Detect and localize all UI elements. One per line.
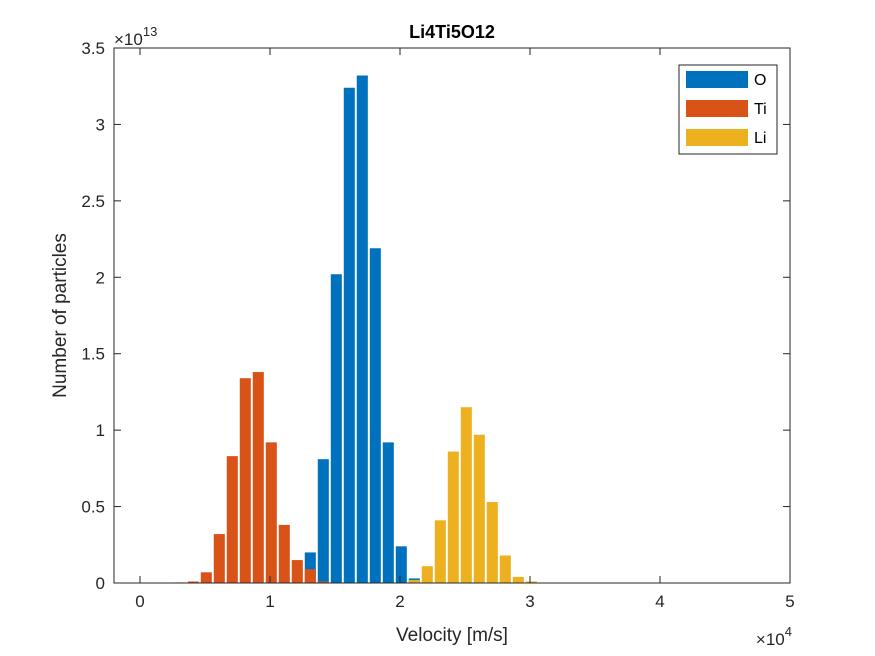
legend-label-li: Li <box>754 130 766 147</box>
bar-ti-3 <box>213 534 225 583</box>
legend-swatch-li <box>686 129 748 146</box>
y-axis-label: Number of particles <box>50 233 71 398</box>
x-exponent-base: ×10 <box>756 630 785 649</box>
legend: O Ti Li <box>678 64 778 155</box>
y-axis-exponent: ×1013 <box>114 24 157 49</box>
bar-ti-9 <box>291 560 303 583</box>
plot-area-frame <box>113 47 791 584</box>
x-tick-label: 2 <box>395 592 404 611</box>
y-tick-label: 3.5 <box>81 39 105 58</box>
bar-o-1 <box>317 459 329 583</box>
bar-li-3 <box>447 451 459 583</box>
y-tick-label: 1.5 <box>81 345 105 364</box>
chart-title: Li4Ti5O12 <box>409 22 495 42</box>
x-tick-label: 1 <box>265 592 274 611</box>
x-tick-label: 0 <box>135 592 144 611</box>
legend-label-ti: Ti <box>754 101 767 118</box>
bar-ti-5 <box>239 378 251 583</box>
bar-li-6 <box>486 501 498 583</box>
x-tick-label: 4 <box>655 592 664 611</box>
y-tick-label: 2.5 <box>81 192 105 211</box>
axis-ticks: 0 1 2 3 4 5 0 0.5 1 1.5 2 2.5 3 3.5 <box>81 39 794 611</box>
bar-ti-4 <box>226 456 238 583</box>
bar-li-5 <box>473 434 485 583</box>
bars-layer <box>174 75 537 583</box>
legend-label-o: O <box>754 72 766 89</box>
bar-li-1 <box>421 566 433 583</box>
bar-ti-6 <box>252 372 264 583</box>
bar-ti-2 <box>200 572 212 583</box>
bar-ti-11 <box>317 581 329 583</box>
x-tick-label: 3 <box>525 592 534 611</box>
bar-o-6 <box>382 442 394 583</box>
y-tick-label: 3 <box>96 115 105 134</box>
bar-li-2 <box>434 520 446 583</box>
bar-ti-10 <box>304 569 316 583</box>
bar-o-5 <box>369 248 381 583</box>
bar-o-2 <box>330 274 342 583</box>
bar-ti-7 <box>265 442 277 583</box>
legend-swatch-ti <box>686 100 748 117</box>
y-tick-label: 0 <box>96 574 105 593</box>
bar-li-9 <box>525 581 537 583</box>
bar-o-0 <box>304 552 316 583</box>
y-exponent-base: ×10 <box>114 30 143 49</box>
y-exponent-power: 13 <box>143 24 157 39</box>
bar-li-8 <box>512 576 524 583</box>
bar-li-7 <box>499 555 511 583</box>
bar-li-4 <box>460 407 472 583</box>
x-axis-label: Velocity [m/s] <box>396 625 508 646</box>
bar-ti-8 <box>278 524 290 583</box>
y-tick-label: 1 <box>96 421 105 440</box>
bar-li-0 <box>408 579 420 583</box>
x-exponent-power: 4 <box>785 624 792 639</box>
x-tick-label: 5 <box>785 592 794 611</box>
legend-swatch-o <box>686 71 748 88</box>
bar-o-4 <box>356 75 368 583</box>
bar-o-3 <box>343 87 355 583</box>
bar-o-7 <box>395 546 407 583</box>
y-tick-label: 2 <box>96 268 105 287</box>
y-tick-label: 0.5 <box>81 498 105 517</box>
x-axis-exponent: ×104 <box>756 624 792 649</box>
bar-ti-1 <box>187 581 199 583</box>
